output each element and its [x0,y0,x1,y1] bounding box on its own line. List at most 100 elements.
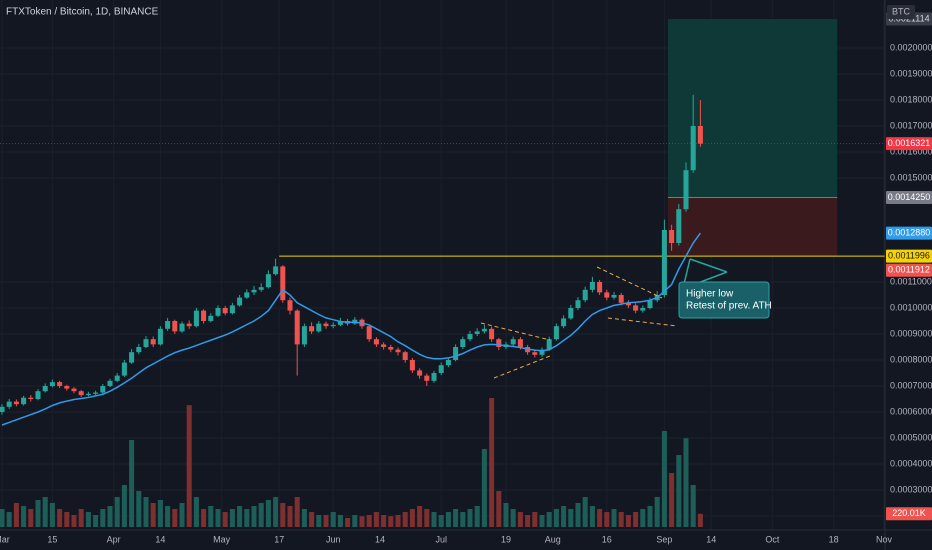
wedge-line [480,322,551,341]
x-tick-label: 14 [155,534,165,544]
volume-bar [366,515,372,527]
volume-bar [683,438,689,527]
candle-body [445,360,451,366]
candle-body [395,349,401,353]
candle-body [431,373,437,381]
x-tick-label: 19 [501,534,511,544]
volume-bar [193,497,199,527]
volume-bar [417,506,423,527]
y-tick-label: 0.0006000 [890,406,932,416]
volume-bar [208,506,214,527]
volume-bar [676,455,682,527]
y-tick-label: 0.0020000 [890,42,932,52]
time-axis [0,530,932,550]
volume-bar [402,512,408,527]
volume-bar [165,506,171,527]
position-boxes [0,19,885,257]
price-label: 0.0012880 [888,227,931,237]
y-tick-label: 0.0005000 [890,432,932,442]
volume-bar [49,503,55,527]
volume-bar [229,509,235,527]
candle-body [273,266,279,275]
volume-bar [539,515,545,527]
volume-bar [28,509,34,527]
volume-bar [21,506,27,527]
candle-body [150,339,156,345]
candle-body [208,315,214,321]
volume-bar [258,503,264,527]
candle-body [589,282,595,290]
volume-bar [489,398,495,527]
candle-body [172,321,178,332]
volume-bar [352,515,358,527]
currency-badge [887,5,915,19]
volume-bar [280,503,286,527]
volume-label-bg [886,507,932,521]
candle-body [64,386,70,389]
volume-bar [633,512,639,527]
candle-body [28,397,34,399]
price-label-bg [886,137,932,151]
candle-body [71,388,77,392]
volume-bar [93,515,99,527]
volume-bar [121,485,127,527]
volume-bar [647,506,653,527]
volume-bar [431,512,437,527]
volume-bar [438,515,444,527]
candle-body [381,344,387,347]
candle-body [424,375,430,381]
candle-body [244,292,250,298]
y-tick-label: 0.0009000 [890,328,932,338]
x-tick-label: Sep [656,534,672,544]
volume-bar [618,512,624,527]
candle-body [287,300,293,311]
volume-bar [517,512,523,527]
x-tick-label: 14 [706,534,716,544]
volume-bar [129,440,135,527]
candle-body [114,375,120,381]
candle-body [561,318,567,327]
volume-bar [474,506,480,527]
candle-body [496,339,502,347]
candle-body [597,282,603,293]
candle-body [676,209,682,243]
volume-bar [244,509,250,527]
volume-bar [373,512,379,527]
price-label-bg [886,226,932,240]
price-label: 0.0016321 [888,138,931,148]
price-label: 0.0014250 [888,192,931,202]
candle-body [301,326,307,345]
candle-body [417,370,423,376]
volume-bar [323,515,329,527]
candle-body [309,326,315,332]
volume-bar [568,509,574,527]
volume-bar [597,509,603,527]
volume-bar [460,512,466,527]
candle-body [453,347,459,360]
volume-bar [143,497,149,527]
volume-bar [186,405,192,527]
candle-body [143,339,149,347]
y-tick-label: 0.0019000 [890,68,932,78]
candle-body [337,321,343,325]
candle-body [690,126,696,171]
volume-bar [201,509,207,527]
candle-body [193,310,199,327]
volume-bar [107,506,113,527]
x-tick-label: 16 [602,534,612,544]
volume-bar [57,509,63,527]
candle-body [13,401,19,405]
annotation-text: Retest of prev. ATH [686,301,772,312]
candle-body [107,380,113,386]
candle-body [93,392,99,394]
candle-body [640,308,646,311]
volume-bar [359,516,365,527]
candle-body [157,328,163,345]
candle-body [85,393,91,396]
candle-body [460,339,466,347]
volume-bar [316,515,322,527]
volume-bar [654,497,660,527]
candle-body [316,323,322,332]
candle-body [201,310,207,321]
candle-body [546,339,552,350]
